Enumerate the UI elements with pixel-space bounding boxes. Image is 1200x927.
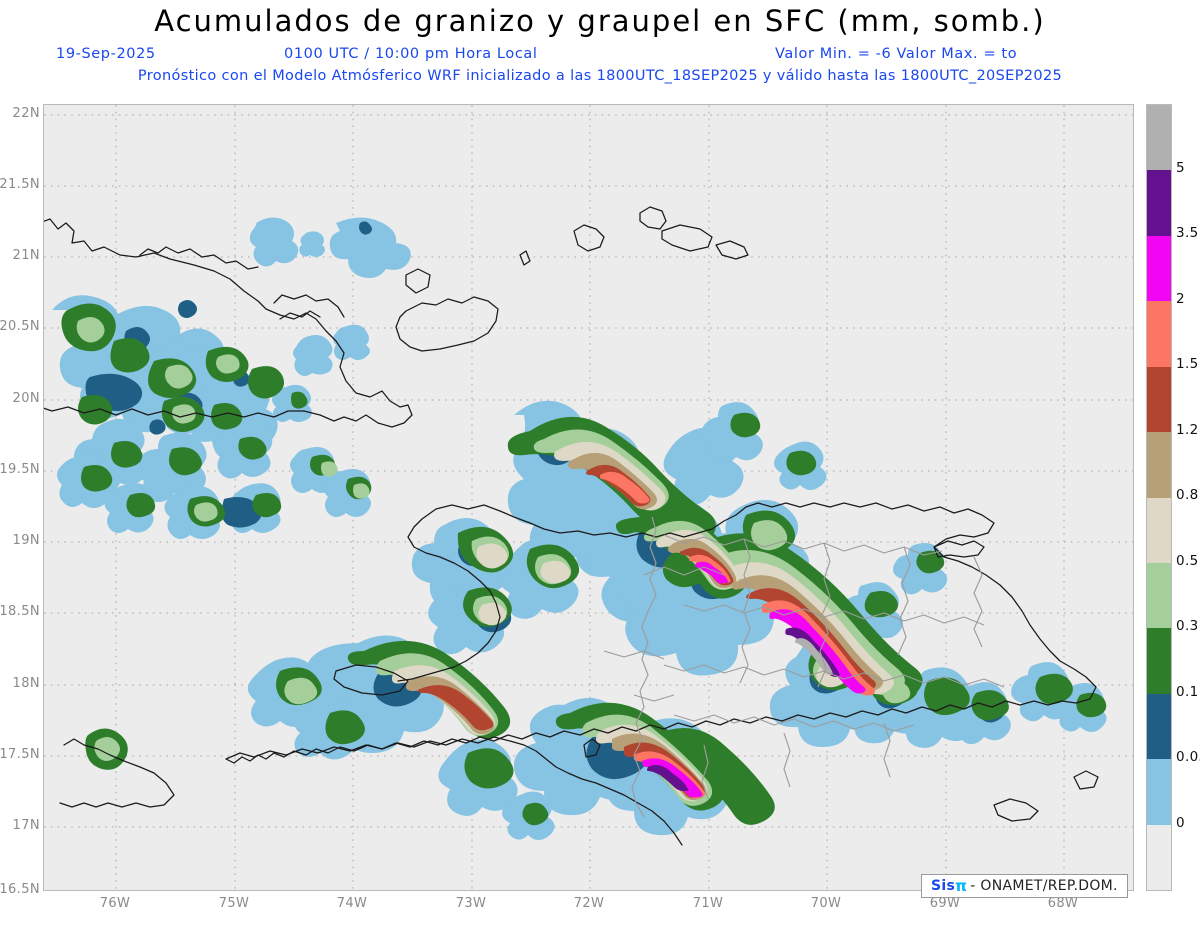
colorbar-label-1.5: 1.5 <box>1176 356 1199 372</box>
xtick-3: 73W <box>455 896 487 911</box>
colorbar-label-2: 2 <box>1176 291 1185 307</box>
ytick-8: 18N <box>12 676 40 691</box>
xtick-8: 68W <box>1047 896 1079 911</box>
ytick-0: 22N <box>12 106 40 121</box>
ytick-1: 21.5N <box>0 177 40 192</box>
pi-icon: π <box>955 876 968 895</box>
colorbar-band-above-5 <box>1147 105 1171 171</box>
precip-hispaniola <box>247 400 1107 840</box>
colorbar-band-2-3.5 <box>1147 235 1171 302</box>
colorbar-band-0.8-1.2 <box>1147 432 1171 498</box>
forecast-time: 0100 UTC / 10:00 pm Hora Local <box>284 46 538 62</box>
attribution-box: Sis π - ONAMET/REP.DOM. <box>921 874 1128 898</box>
colorbar-label-0.3: 0.3 <box>1176 618 1199 634</box>
coastlines <box>44 206 1099 846</box>
xtick-2: 74W <box>336 896 368 911</box>
page-title: Acumulados de granizo y graupel en SFC (… <box>154 4 1046 38</box>
forecast-date: 19-Sep-2025 <box>56 46 156 62</box>
colorbar-label-0.8: 0.8 <box>1176 487 1199 503</box>
attribution-brand: Sis <box>931 877 956 894</box>
ytick-7: 18.5N <box>0 604 40 619</box>
ytick-9: 17.5N <box>0 747 40 762</box>
precip-cuba <box>52 217 411 770</box>
chart-header: Acumulados de granizo y graupel en SFC (… <box>0 0 1200 92</box>
xtick-1: 75W <box>218 896 250 911</box>
colorbar-band-1.2-1.5 <box>1147 366 1171 433</box>
colorbar-label-0.05: 0.05 <box>1176 749 1200 765</box>
ytick-6: 19N <box>12 533 40 548</box>
colorbar-band-0.5-0.8 <box>1147 497 1171 563</box>
colorbar-band-0.1-0.3 <box>1147 628 1171 694</box>
map-plot-area <box>43 104 1134 891</box>
xtick-0: 76W <box>99 896 131 911</box>
colorbar-label-0: 0 <box>1176 815 1185 831</box>
ytick-2: 21N <box>12 248 40 263</box>
admin-boundaries <box>603 516 1005 818</box>
colorbar-band-1.5-2 <box>1147 301 1171 367</box>
colorbar-band-3.5-5 <box>1147 170 1171 236</box>
ytick-3: 20.5N <box>0 319 40 334</box>
attribution-agency: - ONAMET/REP.DOM. <box>970 877 1118 894</box>
xtick-5: 71W <box>692 896 724 911</box>
colorbar-band-below-0 <box>1147 824 1171 891</box>
colorbar-label-3.5: 3.5 <box>1176 225 1199 241</box>
colorbar-band-0.05-0.1 <box>1147 693 1171 760</box>
ytick-11: 16.5N <box>0 882 40 897</box>
xtick-6: 70W <box>810 896 842 911</box>
colorbar-band-0-0.05 <box>1147 759 1171 825</box>
colorbar <box>1146 104 1172 891</box>
ytick-4: 20N <box>12 391 40 406</box>
weather-map <box>44 105 1133 890</box>
colorbar-label-0.1: 0.1 <box>1176 684 1199 700</box>
xtick-4: 72W <box>573 896 605 911</box>
value-minmax: Valor Min. = -6 Valor Max. = to <box>775 46 1018 62</box>
colorbar-label-0.5: 0.5 <box>1176 553 1199 569</box>
ytick-10: 17N <box>12 818 40 833</box>
ytick-5: 19.5N <box>0 462 40 477</box>
colorbar-label-1.2: 1.2 <box>1176 422 1199 438</box>
colorbar-band-0.3-0.5 <box>1147 562 1171 629</box>
model-description: Pronóstico con el Modelo Atmósferico WRF… <box>137 68 1063 84</box>
xtick-7: 69W <box>929 896 961 911</box>
colorbar-label-5: 5 <box>1176 160 1185 176</box>
